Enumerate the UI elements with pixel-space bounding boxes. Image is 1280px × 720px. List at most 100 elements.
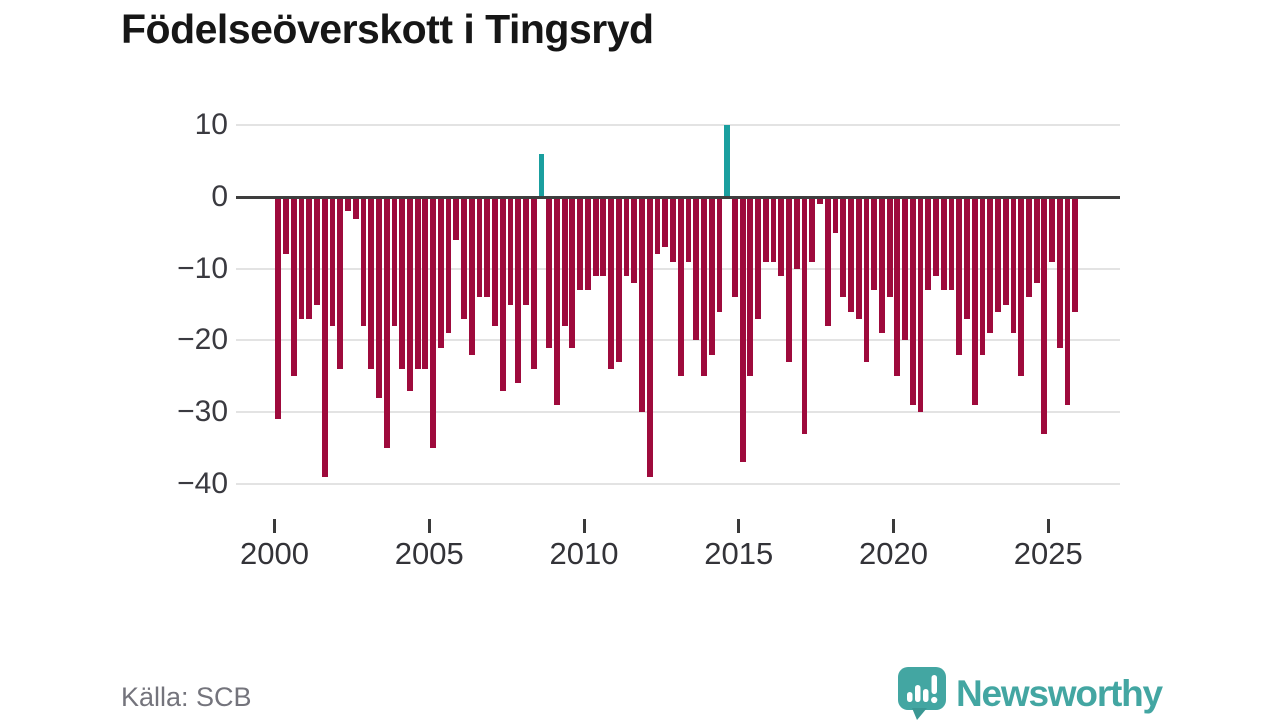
bar-negative [499, 197, 506, 391]
bar-negative [476, 197, 483, 298]
bar-negative [809, 197, 816, 262]
bar-negative [290, 197, 297, 377]
bar-negative [685, 197, 692, 262]
bar-negative [1064, 197, 1071, 405]
bar-negative [314, 197, 320, 305]
bar-negative [793, 197, 800, 269]
source-note: Källa: SCB [121, 682, 252, 712]
bar-negative [654, 197, 661, 255]
bar-negative [933, 197, 939, 276]
bar-negative [615, 197, 622, 362]
bar-negative [701, 197, 707, 377]
bar-negative [1026, 197, 1032, 298]
bar-negative [298, 197, 305, 319]
bar-negative [662, 197, 669, 248]
bar-negative [778, 197, 785, 276]
bar-negative [306, 197, 313, 319]
bar-negative [1002, 197, 1009, 305]
y-axis-label: −40 [177, 466, 228, 500]
bar-negative [925, 197, 932, 291]
bar-negative [569, 197, 576, 348]
bar-negative [352, 197, 359, 219]
y-axis-label: 10 [194, 108, 228, 142]
bar-negative [786, 197, 792, 362]
bar-negative [940, 197, 947, 291]
x-axis-label: 2015 [704, 536, 774, 571]
bar-negative [894, 197, 901, 377]
bar-negative [956, 197, 963, 355]
gridline [236, 482, 1120, 485]
bar-negative [414, 197, 421, 369]
bar-negative [546, 197, 553, 348]
x-axis-tick [892, 519, 895, 533]
x-axis-tick [582, 519, 586, 533]
bar-negative [507, 197, 514, 305]
bar-negative [848, 197, 854, 312]
bar-negative [275, 197, 282, 420]
x-axis-tick [273, 519, 276, 533]
bar-negative [1010, 197, 1017, 334]
y-axis-label: −10 [177, 251, 228, 285]
x-axis-tick [1046, 519, 1050, 533]
x-axis-tick [427, 519, 431, 533]
chart-title: Födelseöverskott i Tingsryd [121, 6, 654, 52]
x-axis-label: 2000 [240, 536, 309, 571]
bar-negative [840, 197, 847, 298]
bar-negative [971, 197, 978, 405]
bar-negative [979, 197, 986, 355]
bar-negative [600, 197, 607, 276]
bar-negative [554, 197, 560, 405]
bar-negative [964, 197, 970, 319]
bar-negative [1033, 197, 1040, 283]
bar-positive [538, 153, 545, 197]
bar-negative [383, 197, 390, 448]
logo-bubble [898, 667, 946, 710]
bar-negative [407, 197, 413, 391]
y-axis-label: −20 [177, 323, 228, 357]
logo-bubble-tail [912, 708, 927, 720]
bar-negative [430, 197, 437, 448]
bar-negative [445, 197, 452, 334]
bar-negative [592, 197, 599, 276]
bar-negative [878, 197, 885, 334]
bar-negative [368, 197, 375, 369]
bar-negative [747, 197, 754, 377]
bar-negative [321, 197, 328, 477]
x-axis-label: 2005 [394, 536, 464, 571]
bar-negative [1049, 197, 1056, 262]
gridline [236, 124, 1120, 127]
bar-negative [708, 197, 715, 355]
bar-negative [437, 197, 444, 348]
bar-negative [1056, 197, 1063, 348]
bar-negative [646, 197, 653, 477]
bar-negative [530, 197, 537, 369]
gridline [236, 411, 1120, 413]
newsworthy-logo-icon: Newsworthy [898, 667, 1165, 720]
bar-negative [917, 197, 924, 412]
bar-negative [670, 197, 676, 262]
bar-negative [909, 197, 916, 405]
bar-negative [345, 197, 351, 212]
bar-negative [577, 197, 584, 291]
bar-negative [453, 197, 460, 240]
bar-negative [584, 197, 591, 291]
bar-negative [492, 197, 498, 326]
bar-negative [902, 197, 908, 341]
bar-negative [762, 197, 769, 262]
bar-negative [515, 197, 522, 384]
bar-negative [1072, 197, 1079, 312]
newsworthy-logo-text: Newsworthy [956, 673, 1164, 714]
newsworthy-logo: Newsworthy [896, 666, 1166, 720]
bar-negative [693, 197, 700, 341]
bar-negative [561, 197, 568, 326]
bar-negative [886, 197, 893, 298]
y-axis-label: −30 [177, 395, 228, 428]
bar-negative [376, 197, 382, 398]
bar-negative [631, 197, 638, 283]
bar-negative [283, 197, 289, 255]
x-axis-label: 2010 [549, 536, 619, 571]
bar-negative [739, 197, 746, 463]
bar-negative [770, 197, 777, 262]
bar-negative [461, 197, 467, 319]
